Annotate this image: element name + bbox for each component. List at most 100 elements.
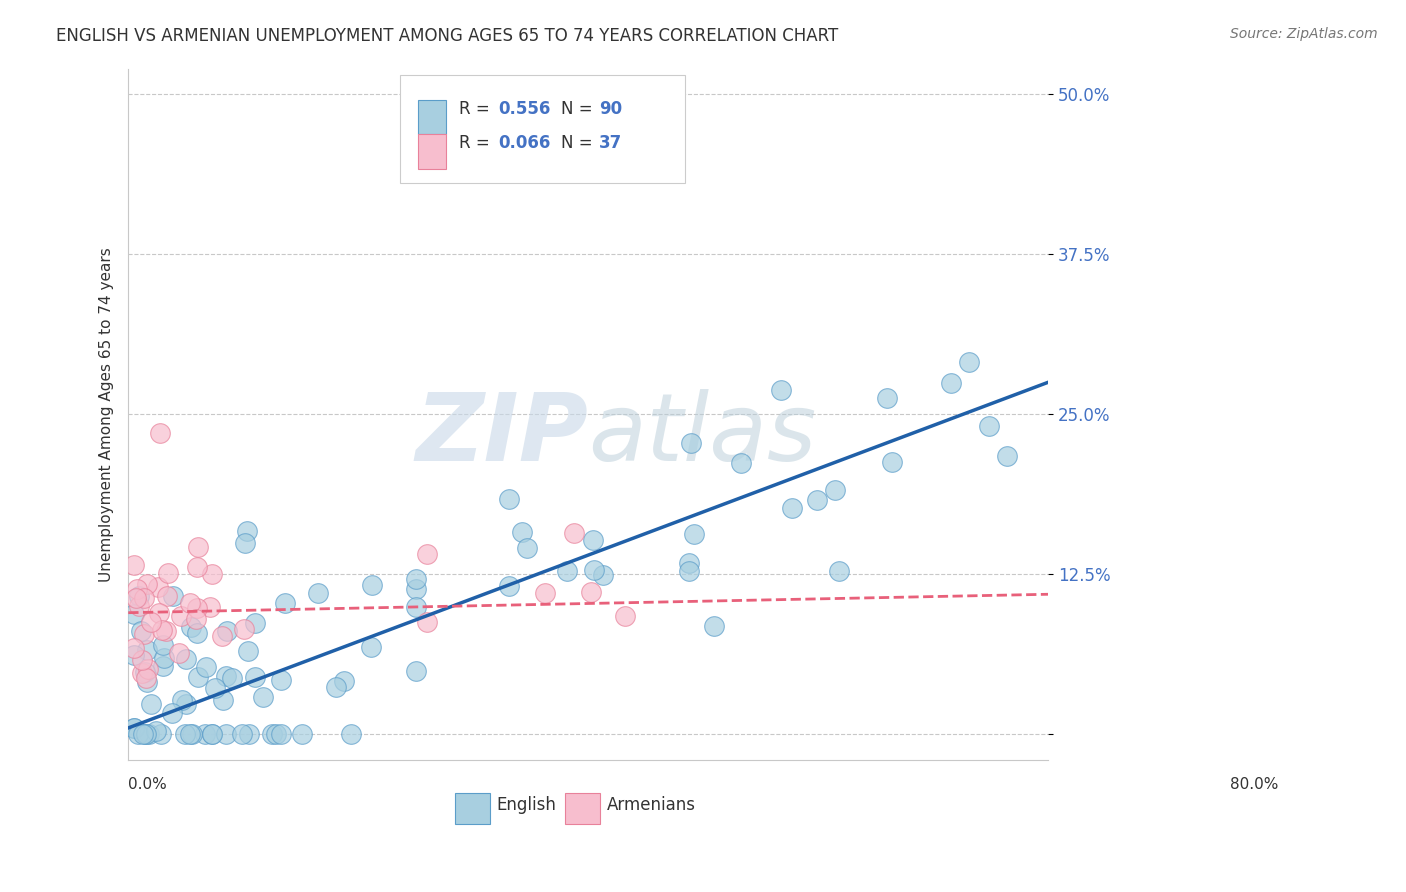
Point (581, 584, 603, 599)
Point (679, 435, 702, 450)
Point (534, 586, 557, 600)
Point (340, 727, 363, 741)
Point (200, 727, 222, 741)
Point (141, 615, 163, 630)
Point (145, 724, 167, 739)
Text: N =: N = (561, 134, 598, 153)
Point (157, 566, 180, 581)
Point (134, 727, 156, 741)
Point (880, 455, 903, 469)
Point (129, 624, 152, 639)
Point (139, 697, 162, 711)
Point (212, 693, 235, 707)
Text: Source: ZipAtlas.com: Source: ZipAtlas.com (1230, 27, 1378, 41)
Point (678, 564, 700, 578)
Point (405, 599, 427, 614)
Text: 80.0%: 80.0% (1230, 777, 1278, 792)
Point (170, 692, 193, 706)
Text: N =: N = (561, 100, 598, 118)
Point (132, 727, 155, 741)
Text: 0.0%: 0.0% (128, 777, 167, 792)
Point (498, 579, 520, 593)
Point (291, 727, 314, 741)
Point (262, 727, 284, 741)
Point (274, 597, 297, 611)
Point (194, 727, 217, 741)
Point (131, 665, 153, 680)
Point (134, 591, 156, 605)
Point (201, 727, 224, 741)
Point (131, 653, 153, 667)
Text: R =: R = (460, 134, 495, 153)
Point (152, 659, 174, 673)
Point (194, 659, 217, 673)
Point (122, 607, 145, 622)
Text: 37: 37 (599, 134, 623, 153)
Point (160, 706, 183, 720)
Text: ENGLISH VS ARMENIAN UNEMPLOYMENT AMONG AGES 65 TO 74 YEARS CORRELATION CHART: ENGLISH VS ARMENIAN UNEMPLOYMENT AMONG A… (56, 27, 838, 45)
Point (405, 582, 427, 597)
Point (806, 493, 828, 508)
Point (360, 640, 382, 654)
Point (204, 681, 226, 695)
Point (824, 483, 846, 497)
Point (730, 456, 752, 470)
Point (174, 697, 197, 711)
Point (828, 564, 851, 578)
Point (415, 615, 437, 630)
Point (134, 626, 156, 640)
Point (122, 648, 145, 662)
Point (876, 391, 898, 405)
Point (125, 582, 148, 597)
Point (149, 426, 172, 441)
Point (939, 376, 962, 390)
Text: atlas: atlas (588, 390, 817, 481)
Text: English: English (496, 796, 557, 814)
FancyBboxPatch shape (399, 76, 685, 183)
Point (405, 572, 427, 586)
Point (128, 599, 150, 614)
Point (148, 607, 170, 621)
Point (233, 622, 256, 636)
Point (162, 589, 184, 603)
Point (498, 491, 520, 506)
Point (270, 727, 292, 741)
Point (187, 541, 209, 555)
Point (155, 624, 177, 638)
Point (186, 600, 208, 615)
Point (977, 419, 1000, 434)
Point (148, 580, 170, 594)
Point (186, 612, 208, 626)
Point (136, 674, 159, 689)
Point (252, 690, 274, 704)
Text: 0.066: 0.066 (498, 134, 551, 153)
FancyBboxPatch shape (456, 793, 489, 824)
Point (125, 591, 148, 605)
Point (122, 558, 145, 573)
Point (782, 500, 804, 515)
Point (215, 668, 238, 682)
Text: ZIP: ZIP (415, 389, 588, 481)
Text: 90: 90 (599, 100, 623, 118)
Point (325, 680, 347, 694)
Text: Armenians: Armenians (606, 796, 696, 814)
Point (128, 589, 150, 603)
Point (135, 577, 157, 591)
Point (307, 585, 329, 599)
Point (266, 727, 288, 741)
Point (361, 578, 384, 592)
Point (187, 670, 209, 684)
Point (122, 721, 145, 735)
Point (211, 629, 233, 643)
Point (957, 354, 980, 368)
Point (231, 727, 253, 741)
Point (136, 662, 159, 676)
Point (136, 643, 159, 657)
Point (198, 600, 221, 615)
Point (221, 671, 243, 685)
Point (173, 727, 195, 741)
Point (179, 727, 201, 741)
Point (135, 727, 157, 741)
Point (236, 643, 259, 657)
Point (138, 727, 160, 741)
